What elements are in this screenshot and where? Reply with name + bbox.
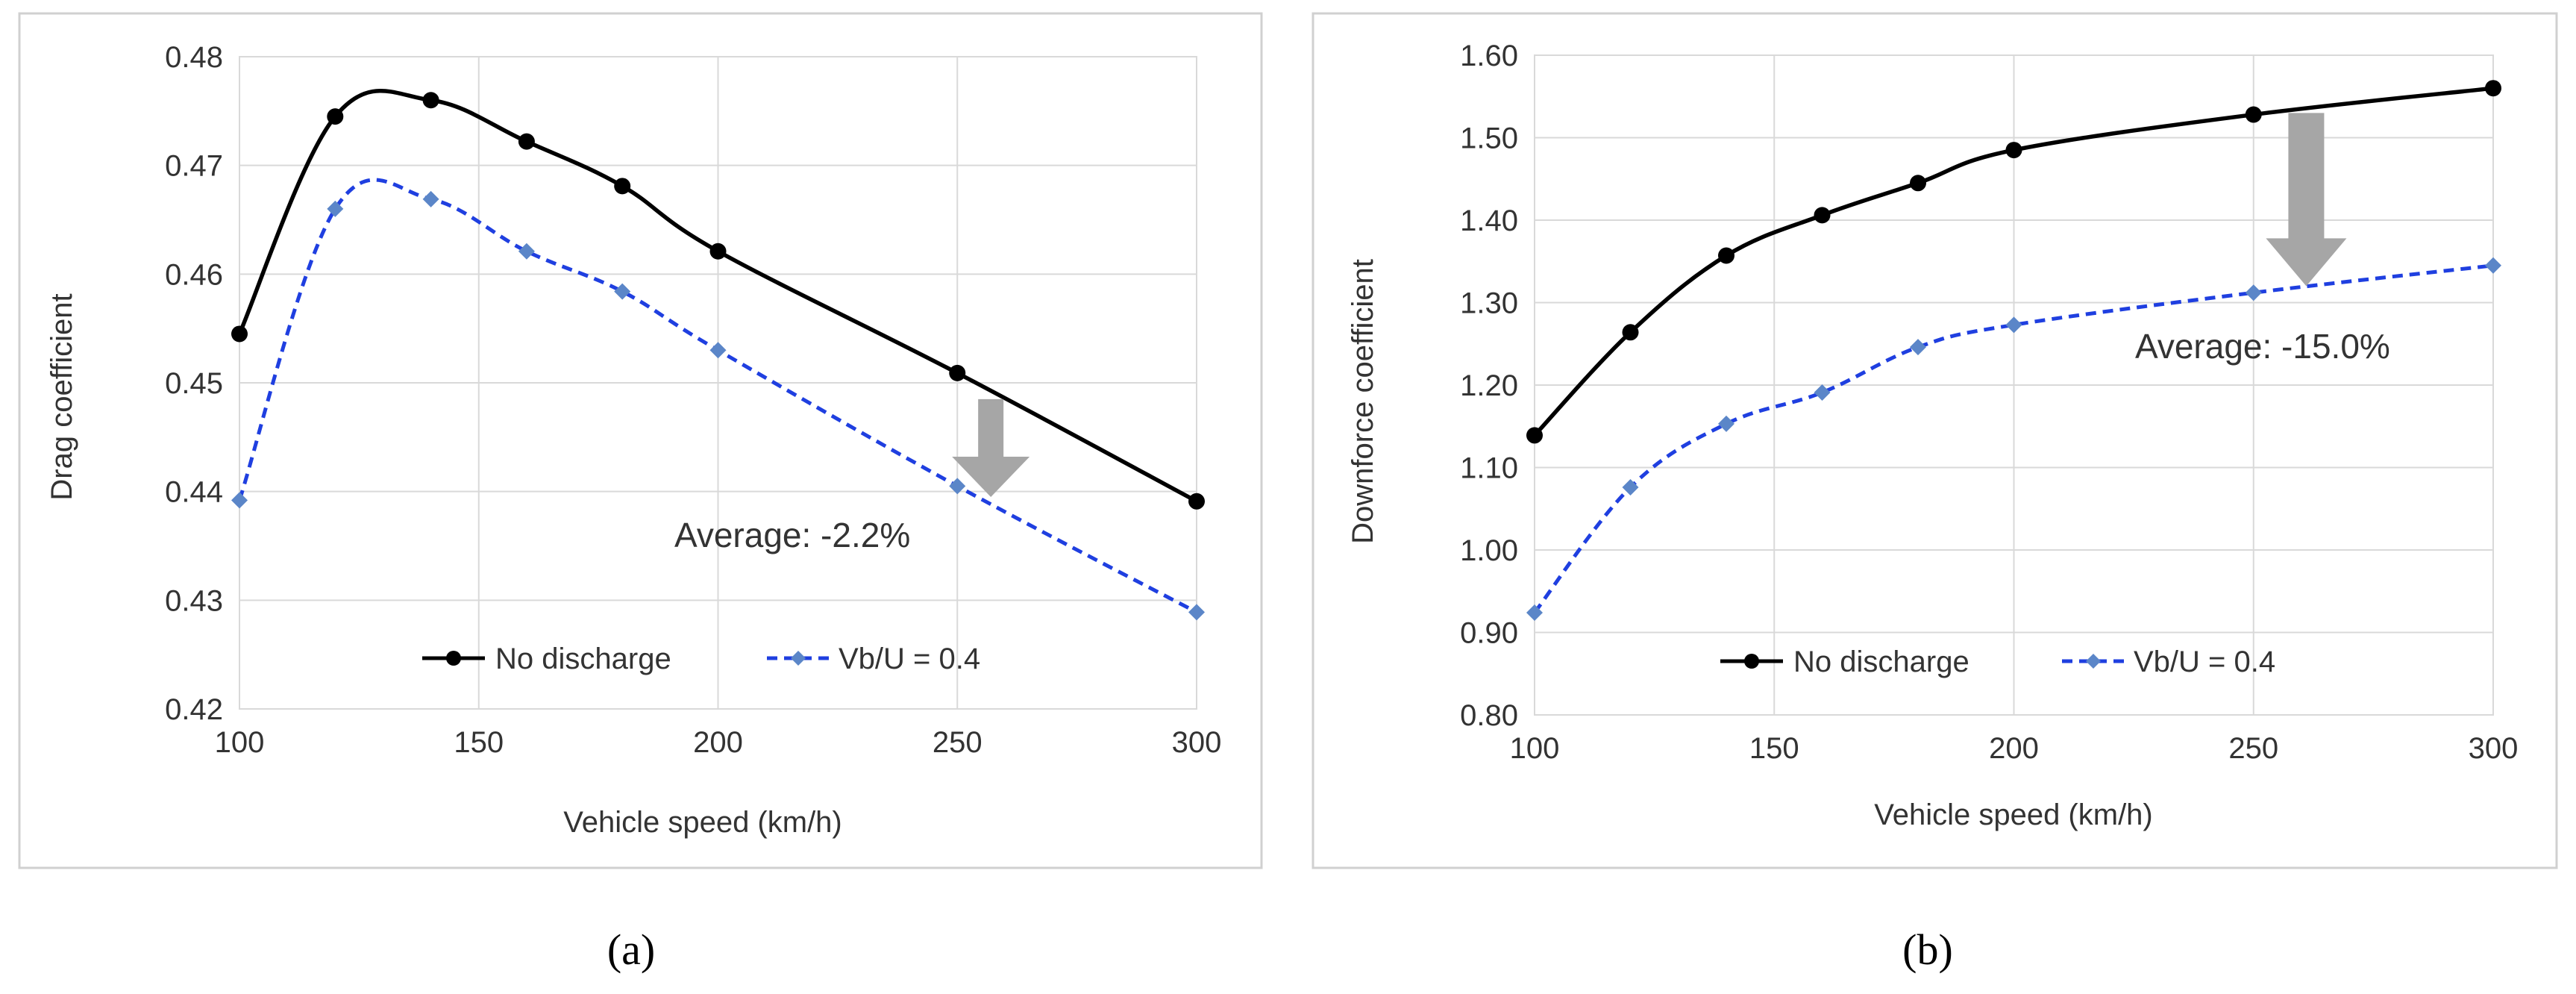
data-point-no-discharge: [2485, 80, 2501, 97]
panel-a-x-ticks: 100 150 200 250 300: [215, 726, 1222, 759]
legend-label-no-discharge: No discharge: [1793, 646, 1969, 678]
legend-label-no-discharge: No discharge: [495, 643, 671, 675]
y-tick-label: 1.40: [1460, 204, 1518, 237]
panel-b-legend: No discharge Vb/U = 0.4: [1720, 646, 2275, 678]
panel-a-series: [231, 88, 1205, 621]
y-tick-label: 1.00: [1460, 534, 1518, 567]
panel-b-y-axis-label: Downforce coefficient: [1347, 259, 1379, 544]
y-tick-label: 1.10: [1460, 452, 1518, 485]
data-point-vb-u: [1814, 384, 1831, 401]
legend-marker-vb-u: [2086, 654, 2101, 669]
data-point-no-discharge: [709, 243, 727, 260]
panel-a-frame: [18, 12, 1263, 869]
data-point-no-discharge: [1910, 175, 1926, 192]
y-tick-label: 0.90: [1460, 617, 1518, 650]
data-point-no-discharge: [1622, 324, 1639, 341]
data-point-vb-u: [1718, 415, 1734, 432]
y-tick-label: 0.47: [165, 150, 223, 183]
y-tick-label: 1.20: [1460, 369, 1518, 402]
data-point-no-discharge: [614, 178, 631, 195]
x-tick-label: 250: [2228, 732, 2278, 765]
data-point-no-discharge: [422, 92, 439, 109]
reduction-arrow-icon: [952, 398, 1030, 497]
x-tick-label: 300: [2469, 732, 2519, 765]
x-tick-label: 100: [1510, 732, 1560, 765]
data-point-vb-u: [422, 190, 439, 207]
data-point-no-discharge: [231, 325, 248, 343]
data-point-vb-u: [231, 492, 248, 509]
data-point-vb-u: [2005, 316, 2022, 334]
y-tick-label: 0.44: [165, 476, 223, 509]
y-tick-label: 0.80: [1460, 699, 1518, 732]
panel-b-series: [1526, 80, 2501, 621]
x-tick-label: 250: [933, 726, 983, 759]
average-annotation: Average: -2.2%: [674, 516, 910, 554]
data-point-no-discharge: [949, 364, 966, 381]
data-point-vb-u: [2485, 257, 2501, 274]
panel-b-frame: [1311, 12, 2558, 869]
panel-a-y-axis-label: Drag coefficient: [46, 293, 78, 500]
data-point-vb-u: [1188, 604, 1205, 621]
panel-a-y-ticks: 0.42 0.43 0.44 0.45 0.46 0.47 0.48: [165, 41, 223, 726]
data-point-no-discharge: [1526, 427, 1543, 444]
data-point-no-discharge: [518, 133, 535, 150]
caption-b: (b): [1902, 925, 1953, 974]
y-tick-label: 1.60: [1460, 40, 1518, 72]
y-tick-label: 1.30: [1460, 287, 1518, 320]
x-tick-label: 200: [693, 726, 743, 759]
data-point-no-discharge: [1188, 493, 1205, 510]
data-point-vb-u: [1622, 479, 1639, 496]
data-point-vb-u: [1910, 339, 1926, 356]
panel-b-plot-area: [1534, 54, 2494, 716]
legend-label-vb-u: Vb/U = 0.4: [2134, 646, 2275, 678]
y-tick-label: 0.46: [165, 258, 223, 291]
data-point-vb-u: [327, 200, 344, 217]
data-point-no-discharge: [327, 108, 344, 125]
data-point-vb-u: [709, 342, 727, 359]
y-tick-label: 0.45: [165, 367, 223, 400]
legend-marker-no-discharge: [1744, 654, 1759, 669]
reduction-arrow-icon: [2266, 113, 2347, 287]
average-annotation: Average: -15.0%: [2135, 327, 2390, 366]
x-tick-label: 100: [215, 726, 265, 759]
y-tick-label: 0.42: [165, 693, 223, 726]
legend-label-vb-u: Vb/U = 0.4: [839, 643, 980, 675]
legend-marker-vb-u: [791, 651, 806, 666]
data-point-vb-u: [949, 478, 966, 495]
data-point-vb-u: [614, 283, 631, 300]
panel-b-x-axis-label: Vehicle speed (km/h): [1874, 798, 2153, 831]
caption-a: (a): [607, 925, 655, 974]
x-tick-label: 150: [454, 726, 504, 759]
chart-panel-b: Average: -15.0% 0.80 0.90 1.00 1.10 1.20 1.30…: [1311, 12, 2558, 869]
y-tick-label: 0.43: [165, 584, 223, 617]
data-point-no-discharge: [2245, 106, 2262, 123]
data-point-vb-u: [1526, 604, 1543, 621]
panel-b-x-ticks: 100 150 200 250 300: [1510, 732, 2519, 765]
data-point-vb-u: [2245, 284, 2262, 301]
x-tick-label: 150: [1749, 732, 1799, 765]
data-point-no-discharge: [1718, 247, 1734, 264]
legend-marker-no-discharge: [446, 651, 461, 666]
data-point-no-discharge: [2005, 142, 2022, 159]
x-tick-label: 200: [1989, 732, 2039, 765]
data-point-no-discharge: [1814, 207, 1831, 224]
x-tick-label: 300: [1172, 726, 1222, 759]
panel-b-y-ticks: 0.80 0.90 1.00 1.10 1.20 1.30 1.40 1.50 1.60: [1460, 40, 1518, 732]
panel-a-x-axis-label: Vehicle speed (km/h): [563, 806, 842, 839]
series-line-vb-u: [1533, 263, 2494, 614]
panel-a-legend: No discharge Vb/U = 0.4: [422, 643, 980, 675]
y-tick-label: 0.48: [165, 41, 223, 74]
data-point-vb-u: [518, 243, 535, 260]
panel-a-plot-area: [239, 56, 1197, 710]
chart-panel-a: Average: -2.2% 0.420.430.440.450.460.470…: [18, 12, 1263, 869]
y-tick-label: 1.50: [1460, 122, 1518, 155]
